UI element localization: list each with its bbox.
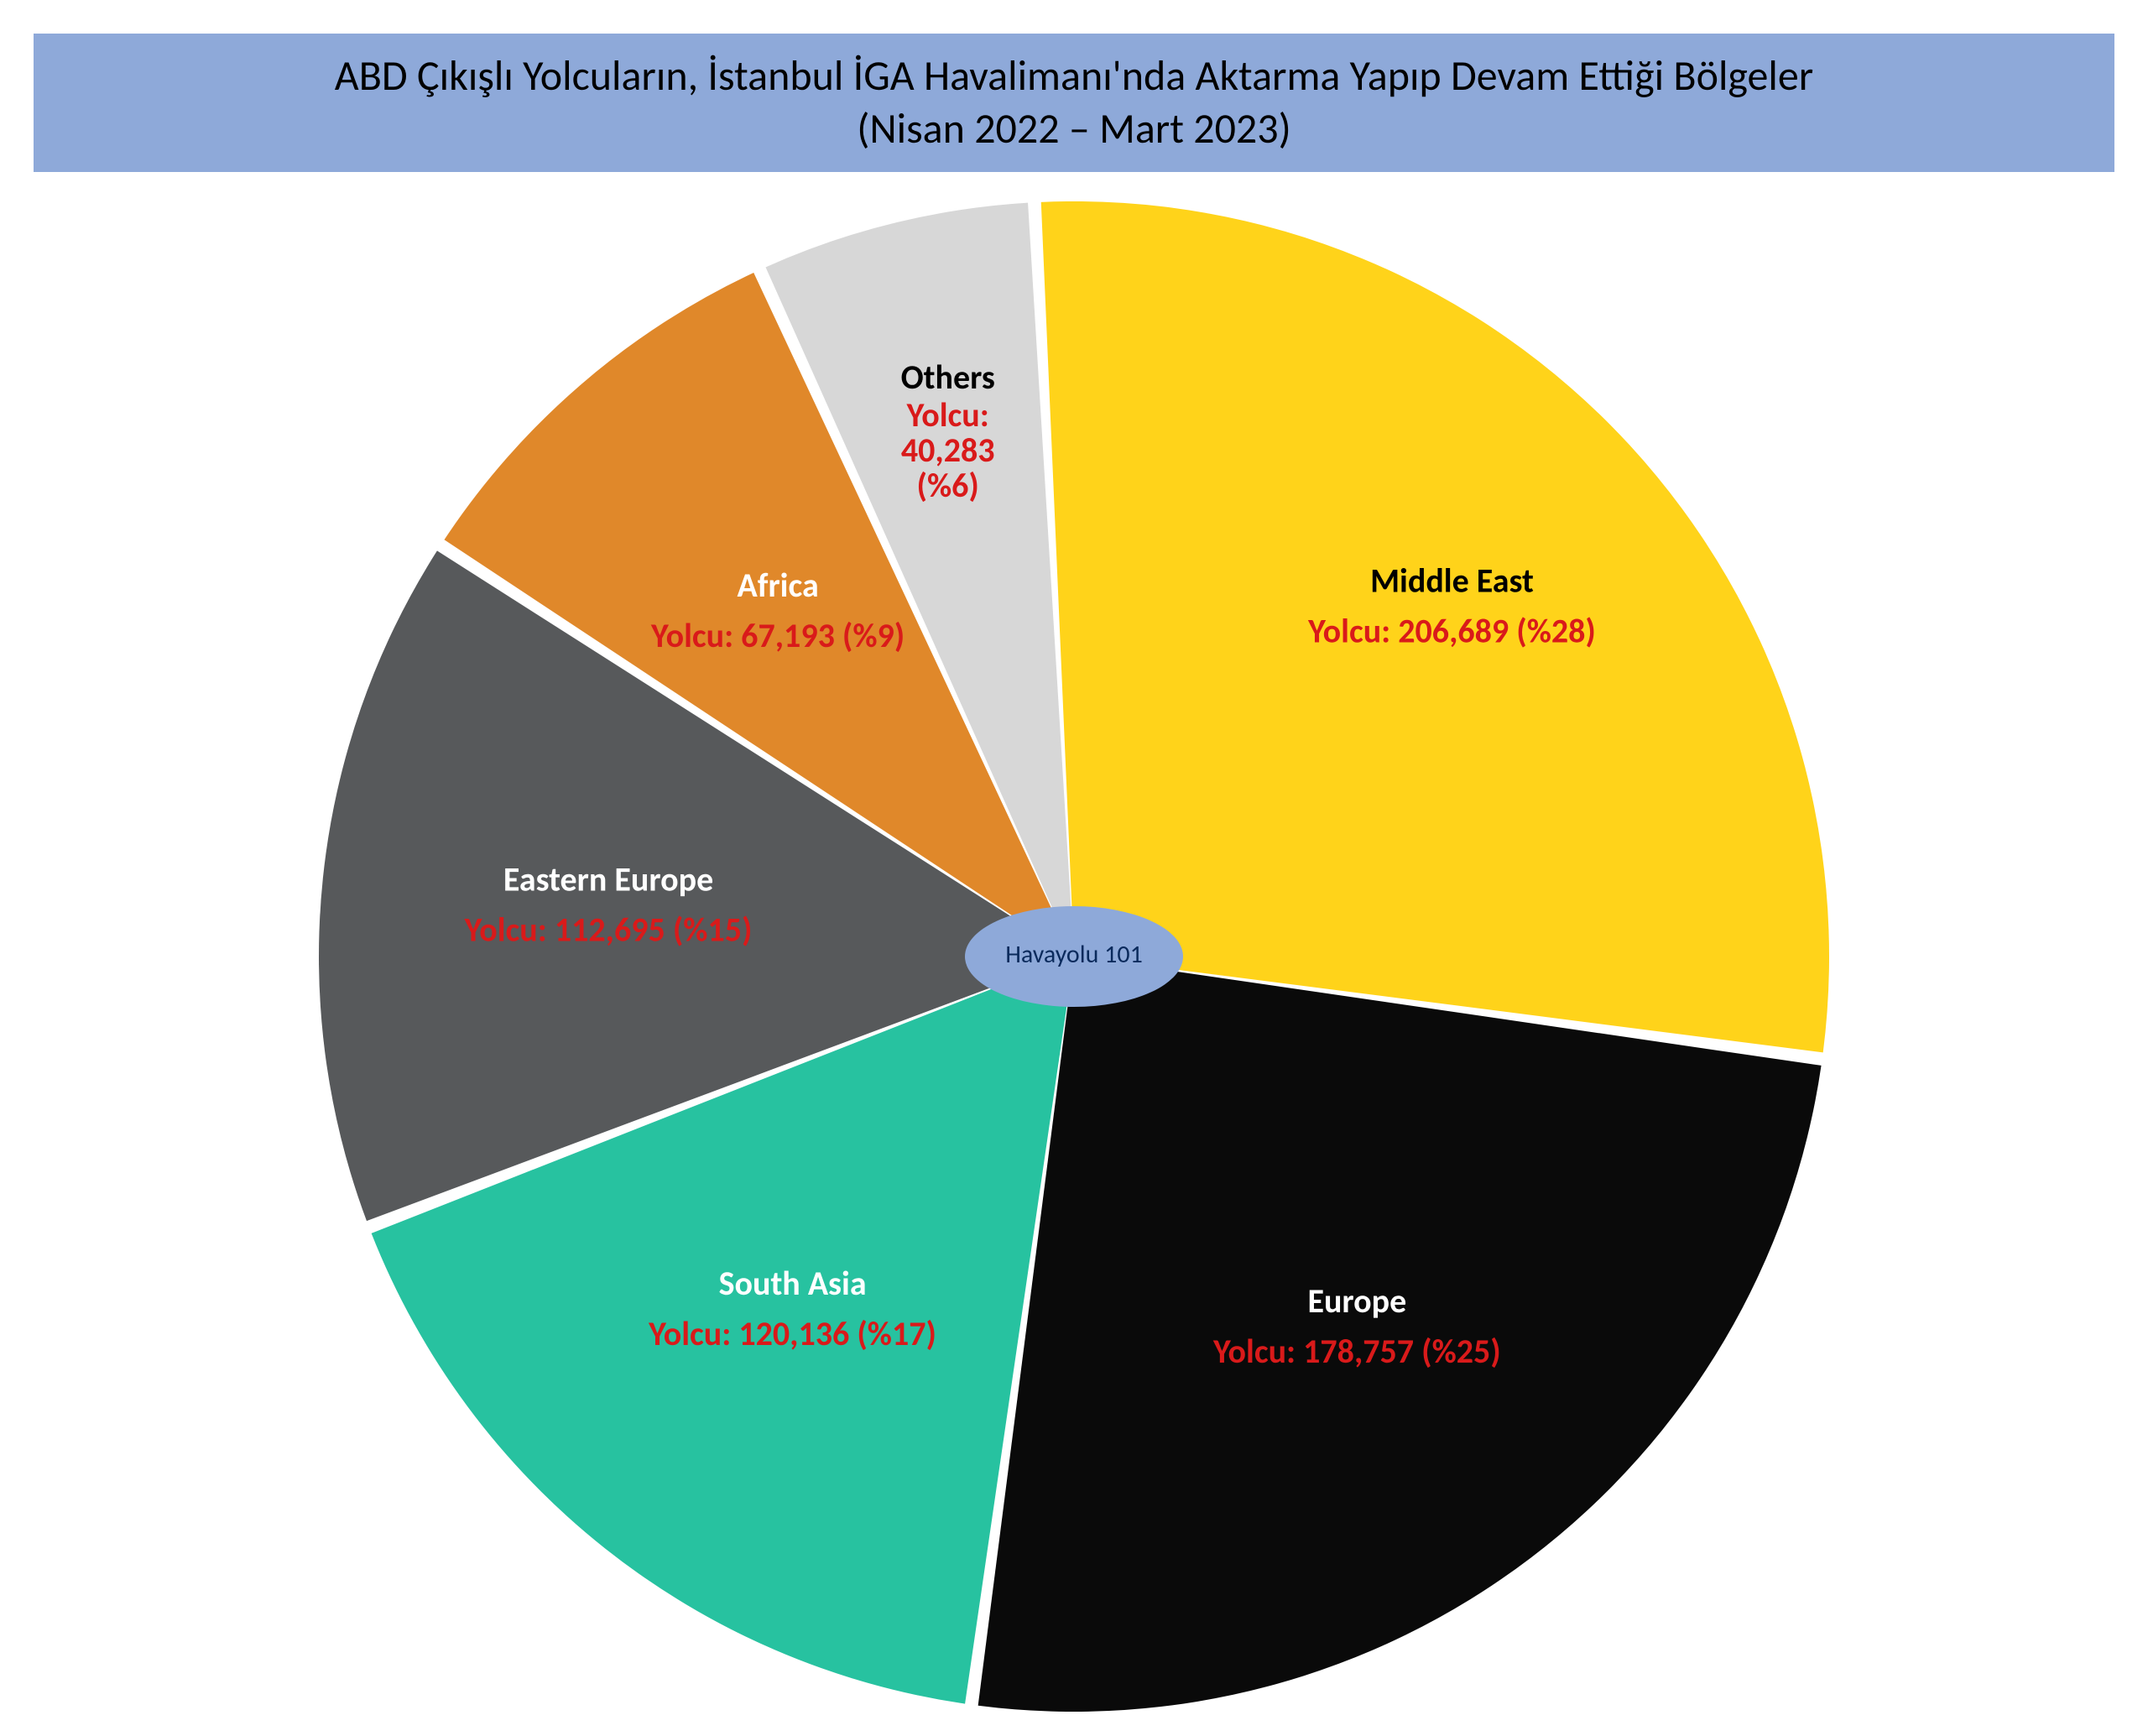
slice-name-label: Africa — [738, 565, 819, 606]
slice-value-label: Yolcu: 112,695 (%15) — [464, 909, 753, 950]
chart-container: Middle East Yolcu: 206,689 (%28) Europe Yol… — [0, 0, 2148, 1736]
slice-value-label: Yolcu: 120,136 (%17) — [648, 1313, 936, 1354]
slice-name-label: Others — [901, 357, 995, 398]
chart-title-line2: (Nisan 2022 – Mart 2023) — [857, 103, 1291, 154]
slice-name-label: South Asia — [719, 1263, 867, 1304]
slice-value-label: Yolcu: 178,757 (%25) — [1212, 1331, 1501, 1372]
slice-name-label: Eastern Europe — [503, 858, 713, 899]
slice-value-label: Yolcu: 67,193 (%9) — [650, 615, 905, 656]
pie-chart-svg: Middle East Yolcu: 206,689 (%28) Europe Yol… — [0, 0, 2148, 1736]
slice-name-label: Middle East — [1370, 560, 1534, 601]
center-label: Havayolu 101 — [1005, 939, 1143, 970]
slice-value-label: (%6) — [917, 465, 979, 506]
slice-value-label: Yolcu: 206,689 (%28) — [1307, 610, 1596, 651]
chart-title-line1: ABD Çıkışlı Yolcuların, İstanbul İGA Hav… — [335, 50, 1813, 102]
chart-title: ABD Çıkışlı Yolcuların, İstanbul İGA Hav… — [34, 34, 2114, 172]
slice-name-label: Europe — [1307, 1280, 1406, 1322]
